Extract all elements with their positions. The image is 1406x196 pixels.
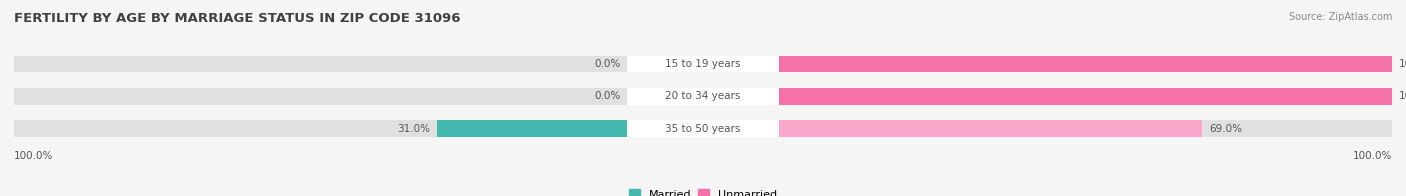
Bar bbox=[779, 120, 1202, 137]
Text: 100.0%: 100.0% bbox=[1353, 151, 1392, 161]
Text: 15 to 19 years: 15 to 19 years bbox=[665, 59, 741, 69]
Bar bbox=[627, 120, 779, 137]
Text: 0.0%: 0.0% bbox=[595, 91, 620, 101]
Bar bbox=[14, 56, 1392, 73]
Text: 31.0%: 31.0% bbox=[398, 124, 430, 134]
Bar bbox=[437, 120, 627, 137]
Bar bbox=[779, 56, 1392, 73]
Text: 35 to 50 years: 35 to 50 years bbox=[665, 124, 741, 134]
Text: Source: ZipAtlas.com: Source: ZipAtlas.com bbox=[1288, 12, 1392, 22]
Text: FERTILITY BY AGE BY MARRIAGE STATUS IN ZIP CODE 31096: FERTILITY BY AGE BY MARRIAGE STATUS IN Z… bbox=[14, 12, 461, 25]
Bar bbox=[627, 56, 779, 73]
Text: 20 to 34 years: 20 to 34 years bbox=[665, 91, 741, 101]
Legend: Married, Unmarried: Married, Unmarried bbox=[624, 185, 782, 196]
Bar bbox=[14, 120, 1392, 137]
Text: 69.0%: 69.0% bbox=[1209, 124, 1241, 134]
Text: 0.0%: 0.0% bbox=[595, 59, 620, 69]
Bar bbox=[14, 88, 1392, 105]
Text: 100.0%: 100.0% bbox=[1399, 59, 1406, 69]
Bar bbox=[627, 88, 779, 105]
Bar bbox=[779, 88, 1392, 105]
Text: 100.0%: 100.0% bbox=[1399, 91, 1406, 101]
Text: 100.0%: 100.0% bbox=[14, 151, 53, 161]
